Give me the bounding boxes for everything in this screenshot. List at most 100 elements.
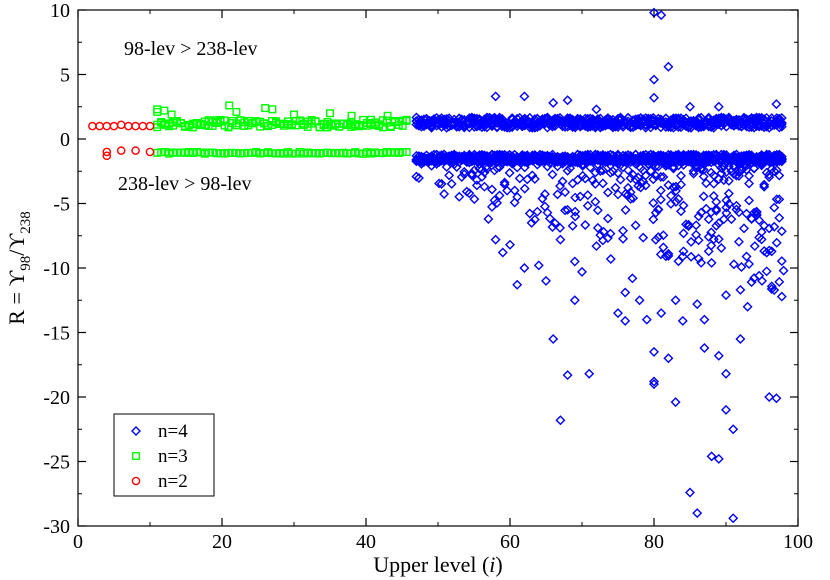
data-point-n4 bbox=[519, 263, 530, 273]
data-point-n4 bbox=[446, 178, 457, 189]
data-point-n4 bbox=[464, 188, 475, 199]
data-point-n4 bbox=[640, 170, 651, 181]
data-point-n4 bbox=[713, 350, 724, 361]
data-point-n4 bbox=[761, 247, 772, 258]
data-point-n4 bbox=[504, 167, 515, 178]
data-point-n4 bbox=[708, 115, 719, 126]
data-point-n4 bbox=[459, 119, 470, 130]
data-point-n4 bbox=[670, 295, 681, 306]
data-point-n2 bbox=[102, 121, 112, 131]
data-point-n4 bbox=[698, 164, 709, 175]
data-point-n4 bbox=[591, 104, 602, 115]
data-point-n4 bbox=[683, 221, 694, 232]
y-tick-label: 0 bbox=[60, 129, 70, 151]
data-point-n4 bbox=[627, 273, 638, 284]
data-point-n4 bbox=[620, 287, 631, 298]
data-point-n4 bbox=[595, 165, 606, 176]
data-point-n4 bbox=[756, 234, 767, 245]
data-point-n4 bbox=[487, 201, 497, 212]
y-tick-label: -5 bbox=[53, 194, 70, 216]
data-point-n4 bbox=[548, 97, 559, 108]
data-point-n4 bbox=[638, 232, 649, 243]
data-point-n4 bbox=[630, 174, 641, 185]
data-point-n4 bbox=[683, 219, 694, 230]
data-point-n4 bbox=[454, 191, 465, 202]
data-point-n4 bbox=[560, 187, 571, 198]
data-point-n4 bbox=[728, 259, 739, 270]
x-axis-label-close: ) bbox=[495, 552, 502, 577]
data-point-n4 bbox=[670, 185, 681, 196]
data-point-n4 bbox=[746, 277, 757, 288]
data-point-n4 bbox=[469, 194, 480, 205]
data-point-n4 bbox=[481, 161, 492, 172]
data-point-n4 bbox=[676, 170, 686, 181]
legend-marker-n2 bbox=[131, 476, 141, 486]
data-point-n4 bbox=[625, 193, 636, 204]
series-n3 bbox=[153, 101, 411, 158]
data-point-n4 bbox=[693, 235, 704, 246]
data-point-n4 bbox=[584, 368, 595, 379]
legend-label-n2: n=2 bbox=[158, 471, 188, 492]
data-point-n4 bbox=[728, 424, 739, 435]
data-point-n4 bbox=[733, 120, 744, 131]
data-point-n4 bbox=[778, 265, 789, 276]
data-point-n4 bbox=[529, 174, 540, 184]
data-point-n4 bbox=[613, 167, 623, 178]
data-point-n4 bbox=[620, 205, 631, 216]
data-point-n4 bbox=[552, 189, 563, 200]
data-point-n4 bbox=[560, 205, 571, 216]
data-point-n3 bbox=[153, 105, 162, 114]
data-point-n4 bbox=[653, 204, 664, 215]
data-point-n4 bbox=[630, 220, 641, 231]
data-point-n4 bbox=[565, 153, 576, 164]
data-point-n4 bbox=[413, 172, 424, 183]
data-point-n4 bbox=[532, 206, 543, 217]
legend-symbol-n3 bbox=[131, 452, 140, 461]
data-point-n4 bbox=[451, 121, 462, 132]
data-point-n4 bbox=[613, 308, 623, 319]
data-point-n4 bbox=[577, 266, 587, 277]
data-point-n4 bbox=[673, 193, 684, 204]
data-point-n4 bbox=[764, 223, 775, 234]
data-point-n3 bbox=[268, 105, 277, 114]
data-point-n4 bbox=[649, 346, 659, 357]
data-point-n4 bbox=[505, 239, 515, 250]
data-point-n4 bbox=[487, 184, 497, 195]
data-point-n4 bbox=[691, 220, 702, 231]
data-point-n4 bbox=[744, 259, 755, 270]
data-point-n4 bbox=[635, 177, 646, 188]
data-point-n4 bbox=[733, 207, 744, 218]
data-point-n4 bbox=[474, 163, 485, 174]
data-point-n4 bbox=[721, 290, 731, 301]
data-point-n4 bbox=[721, 195, 732, 206]
data-point-n4 bbox=[615, 112, 626, 123]
data-point-n4 bbox=[514, 173, 525, 184]
data-point-n4 bbox=[655, 185, 666, 196]
data-point-n4 bbox=[439, 189, 450, 199]
data-point-n4 bbox=[618, 225, 629, 236]
data-point-n4 bbox=[741, 208, 752, 219]
data-point-n4 bbox=[592, 222, 603, 233]
data-point-n4 bbox=[696, 164, 707, 175]
data-point-n4 bbox=[602, 213, 613, 224]
data-point-n4 bbox=[764, 392, 775, 402]
data-point-n4 bbox=[771, 99, 782, 110]
data-point-n4 bbox=[580, 173, 591, 184]
data-point-n4 bbox=[494, 190, 505, 201]
data-point-n4 bbox=[693, 253, 704, 264]
legend: n=4 n=3 n=2 bbox=[113, 413, 215, 497]
data-point-n4 bbox=[582, 200, 593, 211]
legend-symbol-n2 bbox=[131, 476, 141, 486]
data-point-n4 bbox=[728, 513, 739, 524]
legend-marker-n3 bbox=[131, 452, 140, 461]
data-point-n4 bbox=[620, 315, 631, 326]
data-point-n4 bbox=[723, 175, 734, 186]
data-point-n4 bbox=[692, 508, 703, 519]
data-point-n2 bbox=[109, 121, 119, 131]
data-point-n4 bbox=[739, 223, 749, 234]
data-point-n4 bbox=[598, 226, 609, 237]
data-point-n4 bbox=[655, 249, 666, 260]
data-point-n4 bbox=[539, 189, 550, 200]
data-point-n4 bbox=[519, 91, 530, 102]
data-point-n4 bbox=[691, 229, 702, 240]
